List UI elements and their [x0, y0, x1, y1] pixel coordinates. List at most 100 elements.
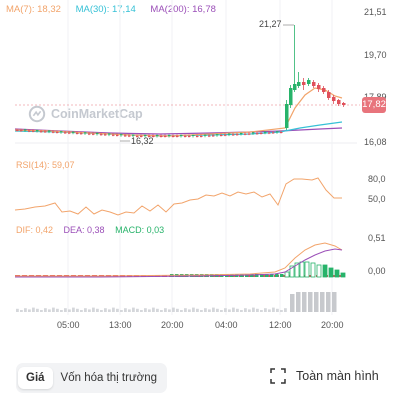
candle — [240, 133, 243, 134]
candle — [160, 136, 163, 137]
high-price-label: 21,27 — [259, 19, 282, 29]
volume-bar — [252, 307, 255, 312]
volume-bar — [32, 307, 35, 312]
candle — [80, 133, 83, 135]
fullscreen-button[interactable]: Toàn màn hình — [270, 366, 379, 386]
candle — [76, 133, 79, 134]
candle — [289, 88, 293, 105]
candle — [16, 130, 19, 131]
candle — [188, 136, 191, 137]
volume-bar — [248, 309, 251, 312]
candle — [120, 134, 123, 136]
candle — [192, 135, 195, 136]
rsi-axis-label: 80,0 — [368, 174, 386, 184]
candle — [144, 135, 147, 136]
time-axis-label: 20:00 — [161, 320, 184, 330]
ma200-legend: MA(200): 16,78 — [150, 4, 216, 15]
volume-bar — [140, 310, 143, 312]
candle — [220, 135, 223, 136]
volume-bar — [168, 309, 171, 312]
candle — [56, 132, 59, 133]
candle — [264, 131, 267, 133]
volume-bar — [128, 309, 131, 312]
volume-bar — [326, 292, 331, 312]
volume-bar — [48, 309, 51, 312]
candle — [327, 92, 331, 98]
candle — [68, 132, 71, 134]
candle — [112, 134, 115, 136]
candle — [297, 82, 301, 86]
volume-bar — [44, 308, 47, 312]
candle — [200, 136, 203, 137]
macd-bar — [289, 265, 295, 278]
candle — [293, 84, 297, 90]
volume-bar — [152, 307, 155, 312]
volume-bar — [220, 310, 223, 312]
volume-bar — [172, 307, 175, 312]
candle — [132, 134, 135, 136]
volume-bar — [104, 308, 107, 312]
candle — [128, 135, 131, 137]
candle — [36, 130, 39, 131]
time-axis-label: 05:00 — [57, 320, 80, 330]
dea-label: DEA: 0,38 — [63, 225, 105, 235]
volume-bar — [36, 308, 39, 312]
candle — [252, 132, 255, 134]
candle — [302, 82, 306, 85]
fullscreen-icon — [270, 368, 286, 384]
candle — [20, 130, 23, 132]
volume-bar — [120, 310, 123, 312]
fullscreen-label: Toàn màn hình — [296, 369, 379, 383]
candle — [236, 134, 239, 136]
volume-bar — [188, 309, 191, 312]
volume-bar — [84, 308, 87, 312]
candle — [232, 134, 235, 136]
volume-bar — [92, 307, 95, 312]
candle — [307, 80, 311, 84]
time-axis-label: 13:00 — [109, 320, 132, 330]
macd-bar — [284, 271, 290, 278]
volume-bar — [184, 308, 187, 312]
ma30-legend: MA(30): 17,14 — [75, 4, 136, 15]
macd-bar — [304, 261, 310, 278]
volume-bar — [264, 308, 267, 312]
candle — [172, 136, 175, 137]
candle — [204, 134, 207, 136]
macd-bar — [260, 274, 264, 277]
tab-market-cap[interactable]: Vốn hóa thị trường — [60, 372, 157, 384]
candle — [156, 135, 159, 136]
candle — [180, 135, 183, 136]
candle — [256, 133, 259, 135]
volume-bar — [232, 307, 235, 312]
macd-bar — [275, 274, 279, 277]
candle — [100, 134, 103, 136]
volume-bar — [60, 310, 63, 312]
macd-bar — [322, 264, 328, 278]
volume-bar — [180, 310, 183, 312]
volume-bar — [64, 308, 67, 312]
volume-bar — [156, 308, 159, 312]
candle — [337, 100, 341, 104]
candle — [24, 129, 27, 131]
rsi-axis-label: 50,0 — [368, 194, 386, 204]
volume-bar — [116, 308, 119, 312]
candle — [44, 131, 47, 133]
candle — [124, 135, 127, 137]
macd-bar — [270, 274, 274, 277]
volume-bar — [228, 309, 231, 312]
rsi-line — [14, 177, 342, 216]
volume-bar — [212, 307, 215, 312]
dif-label: DIF: 0,42 — [16, 225, 54, 235]
ma7-legend: MA(7): 18,32 — [6, 4, 61, 15]
chart-type-tabs: Giá Vốn hóa thị trường — [16, 363, 167, 393]
low-price-label: 16,32 — [131, 136, 154, 146]
volume-bar — [176, 308, 179, 312]
macd-legend: DIF: 0,42 DEA: 0,38 MACD: 0,03 — [16, 225, 164, 235]
volume-bar — [308, 292, 313, 312]
candle — [136, 136, 139, 137]
macd-bar — [250, 274, 254, 277]
tab-price[interactable]: Giá — [18, 367, 53, 389]
candle — [216, 134, 219, 136]
volume-bar — [216, 308, 219, 312]
